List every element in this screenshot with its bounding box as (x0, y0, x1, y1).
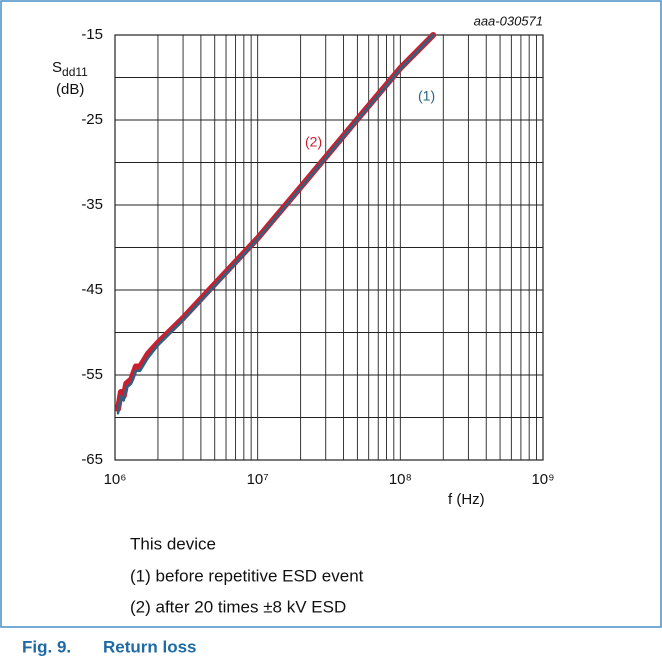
series-annotation: (2) (305, 134, 322, 150)
figure-frame (0, 0, 662, 628)
x-tick-label: 10⁷ (247, 471, 269, 488)
x-axis-label: f (Hz) (448, 491, 485, 508)
y-axis-label: Sdd11 (52, 59, 88, 79)
x-tick-label: 10⁹ (531, 471, 554, 488)
y-axis-unit: (dB) (56, 81, 84, 98)
y-tick-label: -25 (81, 111, 103, 128)
y-tick-label: -55 (81, 366, 103, 383)
y-tick-label: -15 (81, 26, 103, 43)
caption-title: Return loss (103, 637, 197, 656)
y-tick-label: -35 (81, 196, 103, 213)
figure-code: aaa-030571 (474, 13, 543, 28)
legend-entry: (1) before repetitive ESD event (130, 566, 364, 585)
x-tick-label: 10⁶ (104, 471, 127, 488)
caption-number: Fig. 9. (22, 637, 71, 656)
series-line (116, 33, 435, 415)
x-tick-label: 10⁸ (389, 471, 412, 488)
legend-entry: (2) after 20 times ±8 kV ESD (130, 597, 346, 616)
y-label-sub: dd11 (62, 65, 88, 79)
plot-frame (114, 34, 544, 461)
y-tick-label: -45 (81, 281, 103, 298)
legend-title: This device (130, 534, 216, 553)
series-annotation: (1) (418, 88, 435, 104)
y-tick-label: -65 (81, 451, 103, 468)
y-label-main: S (52, 59, 62, 76)
